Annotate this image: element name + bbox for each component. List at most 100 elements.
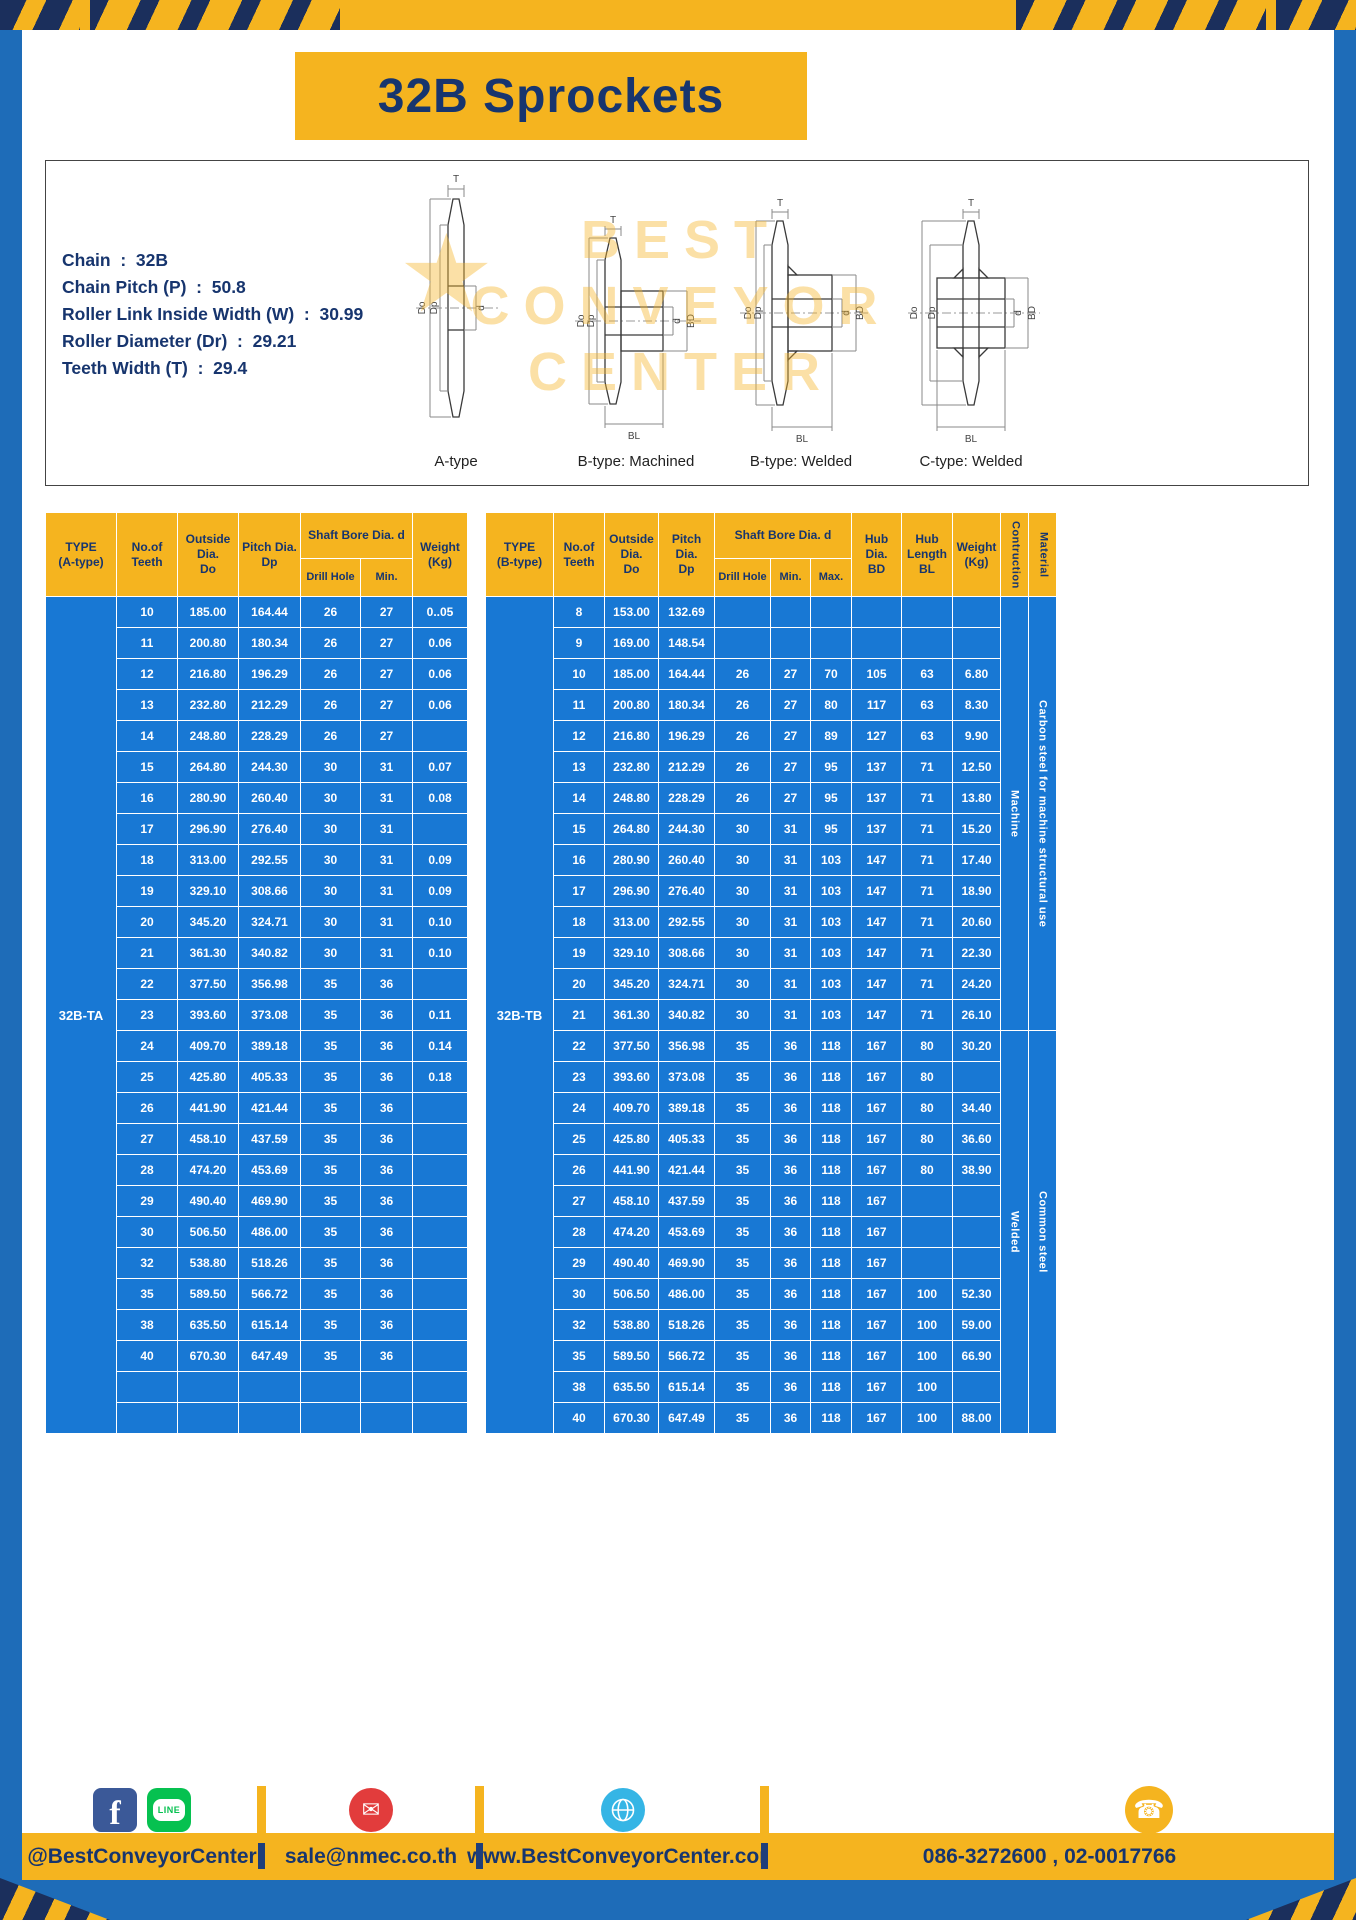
table-b-row: 24 409.70 389.18 35 36 118 167 80 34.40 bbox=[486, 1092, 1057, 1124]
diagram-label-c-welded: C-type: Welded bbox=[919, 453, 1023, 470]
table-a-cell: 31 bbox=[360, 875, 413, 907]
table-b-cell bbox=[809, 596, 853, 628]
table-a-cell bbox=[116, 1371, 178, 1403]
table-b-cell: 15 bbox=[553, 813, 605, 845]
table-b-cell: 59.00 bbox=[952, 1309, 1002, 1341]
table-a-cell: 38 bbox=[116, 1309, 178, 1341]
table-b-cell: 373.08 bbox=[658, 1061, 715, 1093]
table-a-cell: 32 bbox=[116, 1247, 178, 1279]
table-a-header-drill-hole: Drill Hole bbox=[300, 558, 361, 597]
table-b-cell bbox=[809, 627, 853, 659]
table-a-cell: 29 bbox=[116, 1185, 178, 1217]
table-b-cell: 409.70 bbox=[604, 1092, 659, 1124]
table-b-cell: 647.49 bbox=[658, 1402, 715, 1434]
dim-bl-label: BL bbox=[796, 434, 809, 445]
table-b-cell: 35 bbox=[714, 1061, 771, 1093]
table-a-cell: 506.50 bbox=[177, 1216, 239, 1248]
table-b-cell: 35 bbox=[714, 1216, 771, 1248]
table-a-cell bbox=[412, 1247, 468, 1279]
table-a-cell: 18 bbox=[116, 844, 178, 876]
dim-d-label: d bbox=[672, 318, 683, 324]
table-a-row: 15 264.80 244.30 30 31 0.07 bbox=[46, 751, 468, 783]
table-b-cell: 95 bbox=[809, 782, 853, 814]
table-b-header-min: Min. bbox=[770, 558, 811, 597]
table-b-cell: 35 bbox=[714, 1402, 771, 1434]
table-b-cell: 425.80 bbox=[604, 1123, 659, 1155]
table-b-cell: 30 bbox=[714, 999, 771, 1031]
table-b-cell: 31 bbox=[770, 906, 811, 938]
table-a-cell: 31 bbox=[360, 844, 413, 876]
table-a-cell bbox=[412, 1123, 468, 1155]
table-a-cell: 212.29 bbox=[238, 689, 301, 721]
table-b-cell bbox=[952, 1371, 1002, 1403]
table-b-header-teeth: No.of Teeth bbox=[553, 512, 605, 597]
table-b-cell: 313.00 bbox=[604, 906, 659, 938]
table-b-cell bbox=[952, 1247, 1002, 1279]
table-a-cell: 566.72 bbox=[238, 1278, 301, 1310]
table-a-row: 16 280.90 260.40 30 31 0.08 bbox=[46, 782, 468, 814]
table-b-cell: 615.14 bbox=[658, 1371, 715, 1403]
table-b-cell: 25 bbox=[553, 1123, 605, 1155]
table-a-cell: 36 bbox=[360, 1154, 413, 1186]
table-a-cell: 260.40 bbox=[238, 782, 301, 814]
table-b-cell: 137 bbox=[851, 782, 903, 814]
table-a-cell: 538.80 bbox=[177, 1247, 239, 1279]
table-a-cell: 30 bbox=[300, 937, 361, 969]
table-a-cell: 670.30 bbox=[177, 1340, 239, 1372]
table-b-cell: 36 bbox=[770, 1278, 811, 1310]
dim-t-label: T bbox=[968, 198, 974, 209]
table-a-cell: 0.06 bbox=[412, 689, 468, 721]
table-b-cell: 212.29 bbox=[658, 751, 715, 783]
table-a-header-shaft-bore: Shaft Bore Dia. d bbox=[300, 512, 413, 559]
footer-website: www.BestConveyorCenter.com bbox=[467, 1844, 778, 1868]
table-a-header-type: TYPE (A-type) bbox=[45, 512, 117, 597]
table-a-cell bbox=[300, 1371, 361, 1403]
table-b-cell bbox=[901, 1216, 954, 1248]
table-b-cell: 167 bbox=[851, 1061, 903, 1093]
table-b-row: 26 441.90 421.44 35 36 118 167 80 38.90 bbox=[486, 1154, 1057, 1186]
table-a-cell: 164.44 bbox=[238, 596, 301, 628]
table-a-cell: 35 bbox=[300, 1061, 361, 1093]
table-b-cell: 469.90 bbox=[658, 1247, 715, 1279]
table-a-row: 30 506.50 486.00 35 36 bbox=[46, 1216, 468, 1248]
sprocket-c-type-welded-diagram: T Do Dp d BD BL bbox=[908, 198, 1040, 445]
table-b-cell: 167 bbox=[851, 1340, 903, 1372]
table-a-cell: 589.50 bbox=[177, 1278, 239, 1310]
dim-do-label: Do bbox=[576, 314, 587, 327]
table-b-cell: 8.30 bbox=[952, 689, 1002, 721]
table-b-type-label: 32B-TB bbox=[485, 596, 554, 1434]
table-a-row: 24 409.70 389.18 35 36 0.14 bbox=[46, 1030, 468, 1062]
table-a-cell: 26 bbox=[300, 720, 361, 752]
table-b-cell: 26 bbox=[553, 1154, 605, 1186]
table-b-row: 18 313.00 292.55 30 31 103 147 71 20.60 bbox=[486, 906, 1057, 938]
table-a-header-min: Min. bbox=[360, 558, 413, 597]
dim-dp-label: Dp bbox=[586, 314, 597, 327]
table-b-cell: 441.90 bbox=[604, 1154, 659, 1186]
table-b-cell bbox=[770, 596, 811, 628]
table-a-cell: 340.82 bbox=[238, 937, 301, 969]
table-b-cell: 118 bbox=[809, 1123, 853, 1155]
table-b-cell: 393.60 bbox=[604, 1061, 659, 1093]
table-b-row: 14 248.80 228.29 26 27 95 137 71 13.80 bbox=[486, 782, 1057, 814]
dim-do-label: Do bbox=[417, 301, 428, 314]
table-b-row: 35 589.50 566.72 35 36 118 167 100 66.90 bbox=[486, 1340, 1057, 1372]
table-b-cell: 35 bbox=[714, 1092, 771, 1124]
table-a-cell: 0.07 bbox=[412, 751, 468, 783]
table-b-cell: 635.50 bbox=[604, 1371, 659, 1403]
table-b-cell bbox=[714, 627, 771, 659]
table-a-row: 13 232.80 212.29 26 27 0.06 bbox=[46, 689, 468, 721]
table-a-cell: 30 bbox=[300, 875, 361, 907]
table-b-cell: 118 bbox=[809, 1092, 853, 1124]
dim-d-label: d bbox=[1013, 310, 1024, 316]
table-a-cell: 345.20 bbox=[177, 906, 239, 938]
table-a-cell: 0.06 bbox=[412, 658, 468, 690]
table-b-cell: 22 bbox=[553, 1030, 605, 1062]
table-b-cell: 80 bbox=[809, 689, 853, 721]
table-b-header-hub-dia: Hub Dia. BD bbox=[851, 512, 903, 597]
table-b-cell: 36 bbox=[770, 1092, 811, 1124]
table-a-row: 38 635.50 615.14 35 36 bbox=[46, 1309, 468, 1341]
footer-strip-divider bbox=[258, 1843, 265, 1869]
table-b-cell: 71 bbox=[901, 875, 954, 907]
table-b-cell: 518.26 bbox=[658, 1309, 715, 1341]
table-a-cell bbox=[412, 1371, 468, 1403]
